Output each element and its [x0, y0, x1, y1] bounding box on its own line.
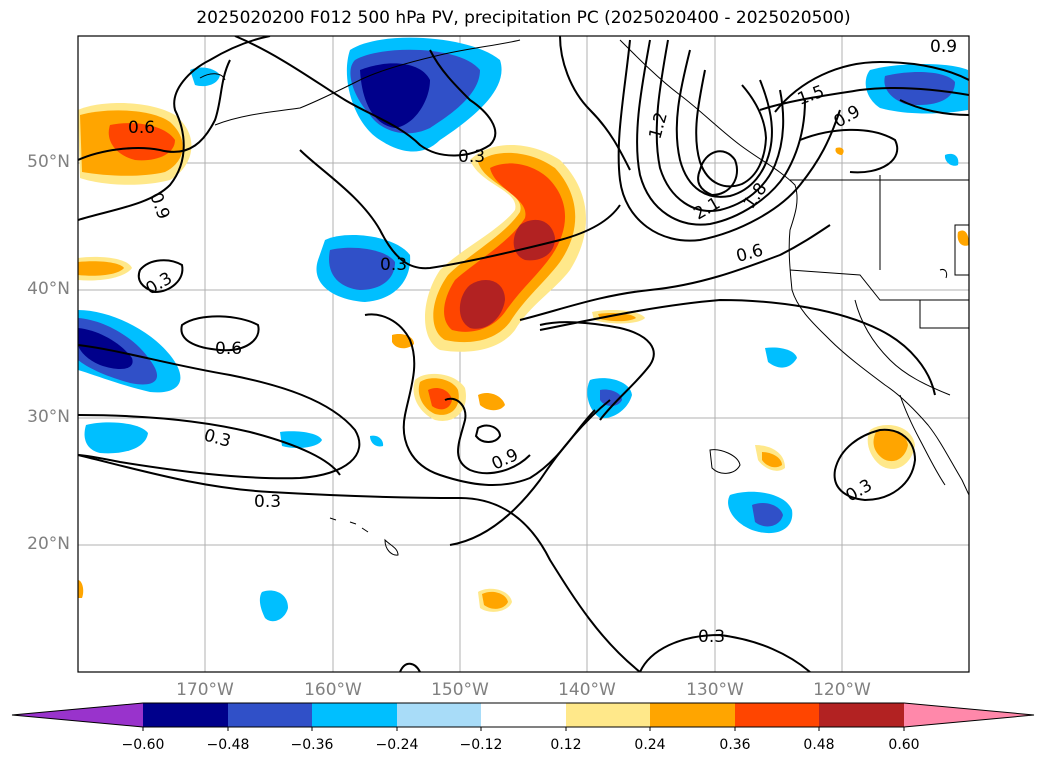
contour-label: 0.6	[128, 118, 155, 138]
contour-label: 0.3	[254, 492, 281, 512]
contour-label: 0.9	[930, 37, 957, 57]
lon-label: 140°W	[558, 680, 616, 700]
colorbar-tick-label: 0.48	[803, 737, 835, 753]
colorbar-extend-positive	[904, 703, 1034, 727]
colorbar-tick-label: 0.24	[634, 737, 666, 753]
lat-label: 30°N	[27, 407, 70, 427]
colorbar-tick-label: 0.12	[550, 737, 582, 753]
colorbar-extend-negative	[12, 703, 143, 727]
lon-label: 130°W	[686, 680, 744, 700]
colorbar-tick-label: −0.36	[290, 737, 334, 753]
contour-label: 0.3	[380, 255, 407, 275]
map-frame	[77, 35, 970, 673]
colorbar	[11, 702, 1035, 731]
lon-label: 150°W	[431, 680, 489, 700]
colorbar-tick-label: 0.60	[888, 737, 920, 753]
lon-label: 170°W	[176, 680, 234, 700]
lat-label: 20°N	[27, 534, 70, 554]
lat-label: 40°N	[27, 279, 70, 299]
lon-label: 120°W	[813, 680, 871, 700]
lat-label: 50°N	[27, 152, 70, 172]
lon-label: 160°W	[304, 680, 362, 700]
colorbar-tick-label: −0.48	[206, 737, 250, 753]
colorbar-tick-label: −0.24	[375, 737, 419, 753]
contour-label: 0.6	[215, 339, 242, 359]
contour-label: 0.3	[458, 147, 485, 167]
contour-label: 0.3	[698, 627, 725, 647]
colorbar-tick-label: −0.60	[121, 737, 165, 753]
pv-contours	[78, 36, 969, 672]
map-title: 2025020200 F012 500 hPa PV, precipitatio…	[196, 8, 851, 28]
coastlines	[199, 39, 969, 556]
colorbar-tick-label: −0.12	[459, 737, 503, 753]
colorbar-tick-label: 0.36	[719, 737, 751, 753]
